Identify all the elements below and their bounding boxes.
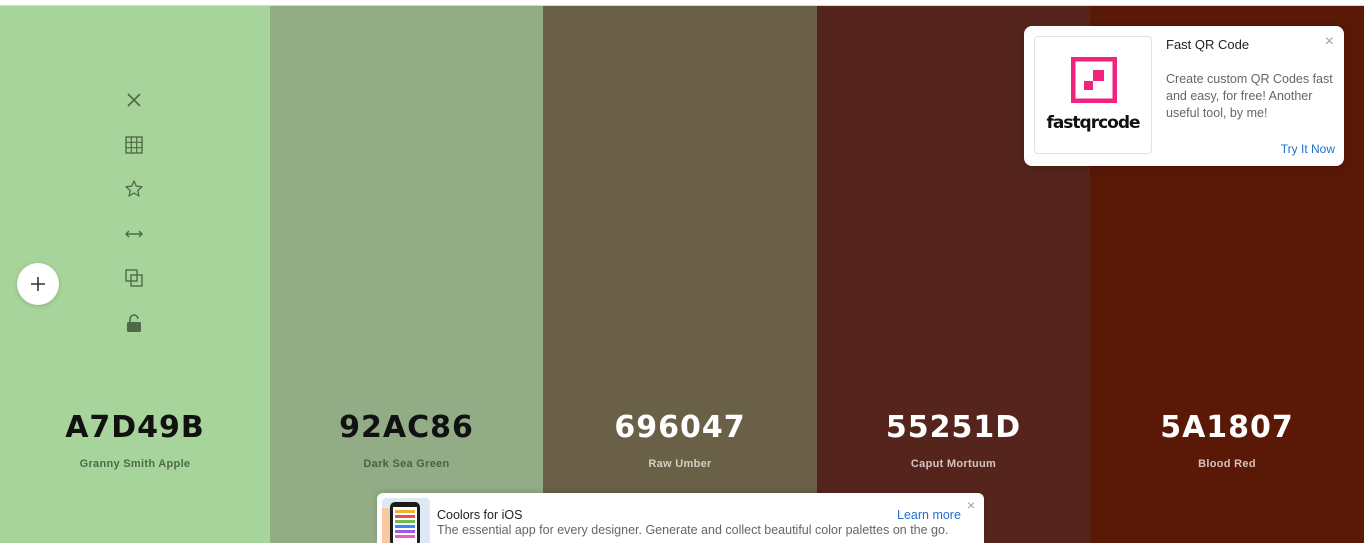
copy-hex-button[interactable]	[120, 264, 148, 292]
close-ad-button[interactable]: ×	[1324, 33, 1334, 50]
drag-color-button[interactable]	[120, 220, 148, 248]
color-name[interactable]: Raw Umber	[648, 458, 712, 470]
star-icon	[125, 180, 143, 197]
ad-title[interactable]: Fast QR Code	[1166, 37, 1250, 52]
view-shades-button[interactable]	[120, 131, 148, 159]
top-bar-edge	[0, 0, 1364, 6]
add-color-button[interactable]	[17, 263, 59, 305]
sponsored-ad-card[interactable]: fastqrcode Fast QR Code Create custom QR…	[1024, 26, 1344, 166]
try-it-now-link[interactable]: Try It Now	[1280, 142, 1335, 156]
swatch-granny-smith-apple[interactable]: A7D49B Granny Smith Apple	[0, 6, 270, 543]
close-icon	[127, 93, 141, 107]
color-hex[interactable]: 696047	[614, 410, 746, 445]
color-hex[interactable]: 55251D	[885, 410, 1022, 445]
color-name[interactable]: Caput Mortuum	[910, 458, 997, 470]
phone-icon	[382, 502, 420, 543]
ios-banner-description: The essential app for every designer. Ge…	[437, 523, 949, 537]
color-name[interactable]: Blood Red	[1198, 458, 1256, 470]
ios-banner-title: Coolors for iOS	[437, 508, 523, 522]
drag-horizontal-icon	[125, 230, 143, 237]
color-hex[interactable]: 5A1807	[1160, 410, 1294, 445]
learn-more-link[interactable]: Learn more	[897, 508, 961, 522]
app-preview-image	[382, 498, 430, 543]
close-banner-button[interactable]: ×	[967, 497, 976, 513]
swatch-toolbar	[120, 86, 148, 353]
color-hex[interactable]: A7D49B	[65, 410, 205, 445]
save-color-button[interactable]	[120, 175, 148, 203]
plus-icon	[31, 277, 45, 291]
swatch-dark-sea-green[interactable]: 92AC86 Dark Sea Green	[270, 6, 543, 543]
copy-icon	[125, 269, 143, 287]
ios-app-banner[interactable]: Coolors for iOS The essential app for ev…	[377, 493, 984, 543]
color-hex[interactable]: 92AC86	[339, 410, 474, 445]
logo-wordmark: fastqrcode	[1046, 113, 1140, 133]
ad-description: Create custom QR Codes fast and easy, fo…	[1166, 72, 1333, 120]
fastqrcode-logo[interactable]: fastqrcode	[1034, 36, 1152, 154]
qr-logo-icon	[1071, 57, 1117, 103]
remove-color-button[interactable]	[120, 86, 148, 114]
swatch-raw-umber[interactable]: 696047 Raw Umber	[543, 6, 817, 543]
color-name[interactable]: Dark Sea Green	[363, 458, 450, 470]
lock-open-icon	[127, 313, 141, 332]
grid-icon	[125, 135, 143, 154]
lock-color-button[interactable]	[120, 309, 148, 337]
color-name[interactable]: Granny Smith Apple	[79, 458, 191, 470]
